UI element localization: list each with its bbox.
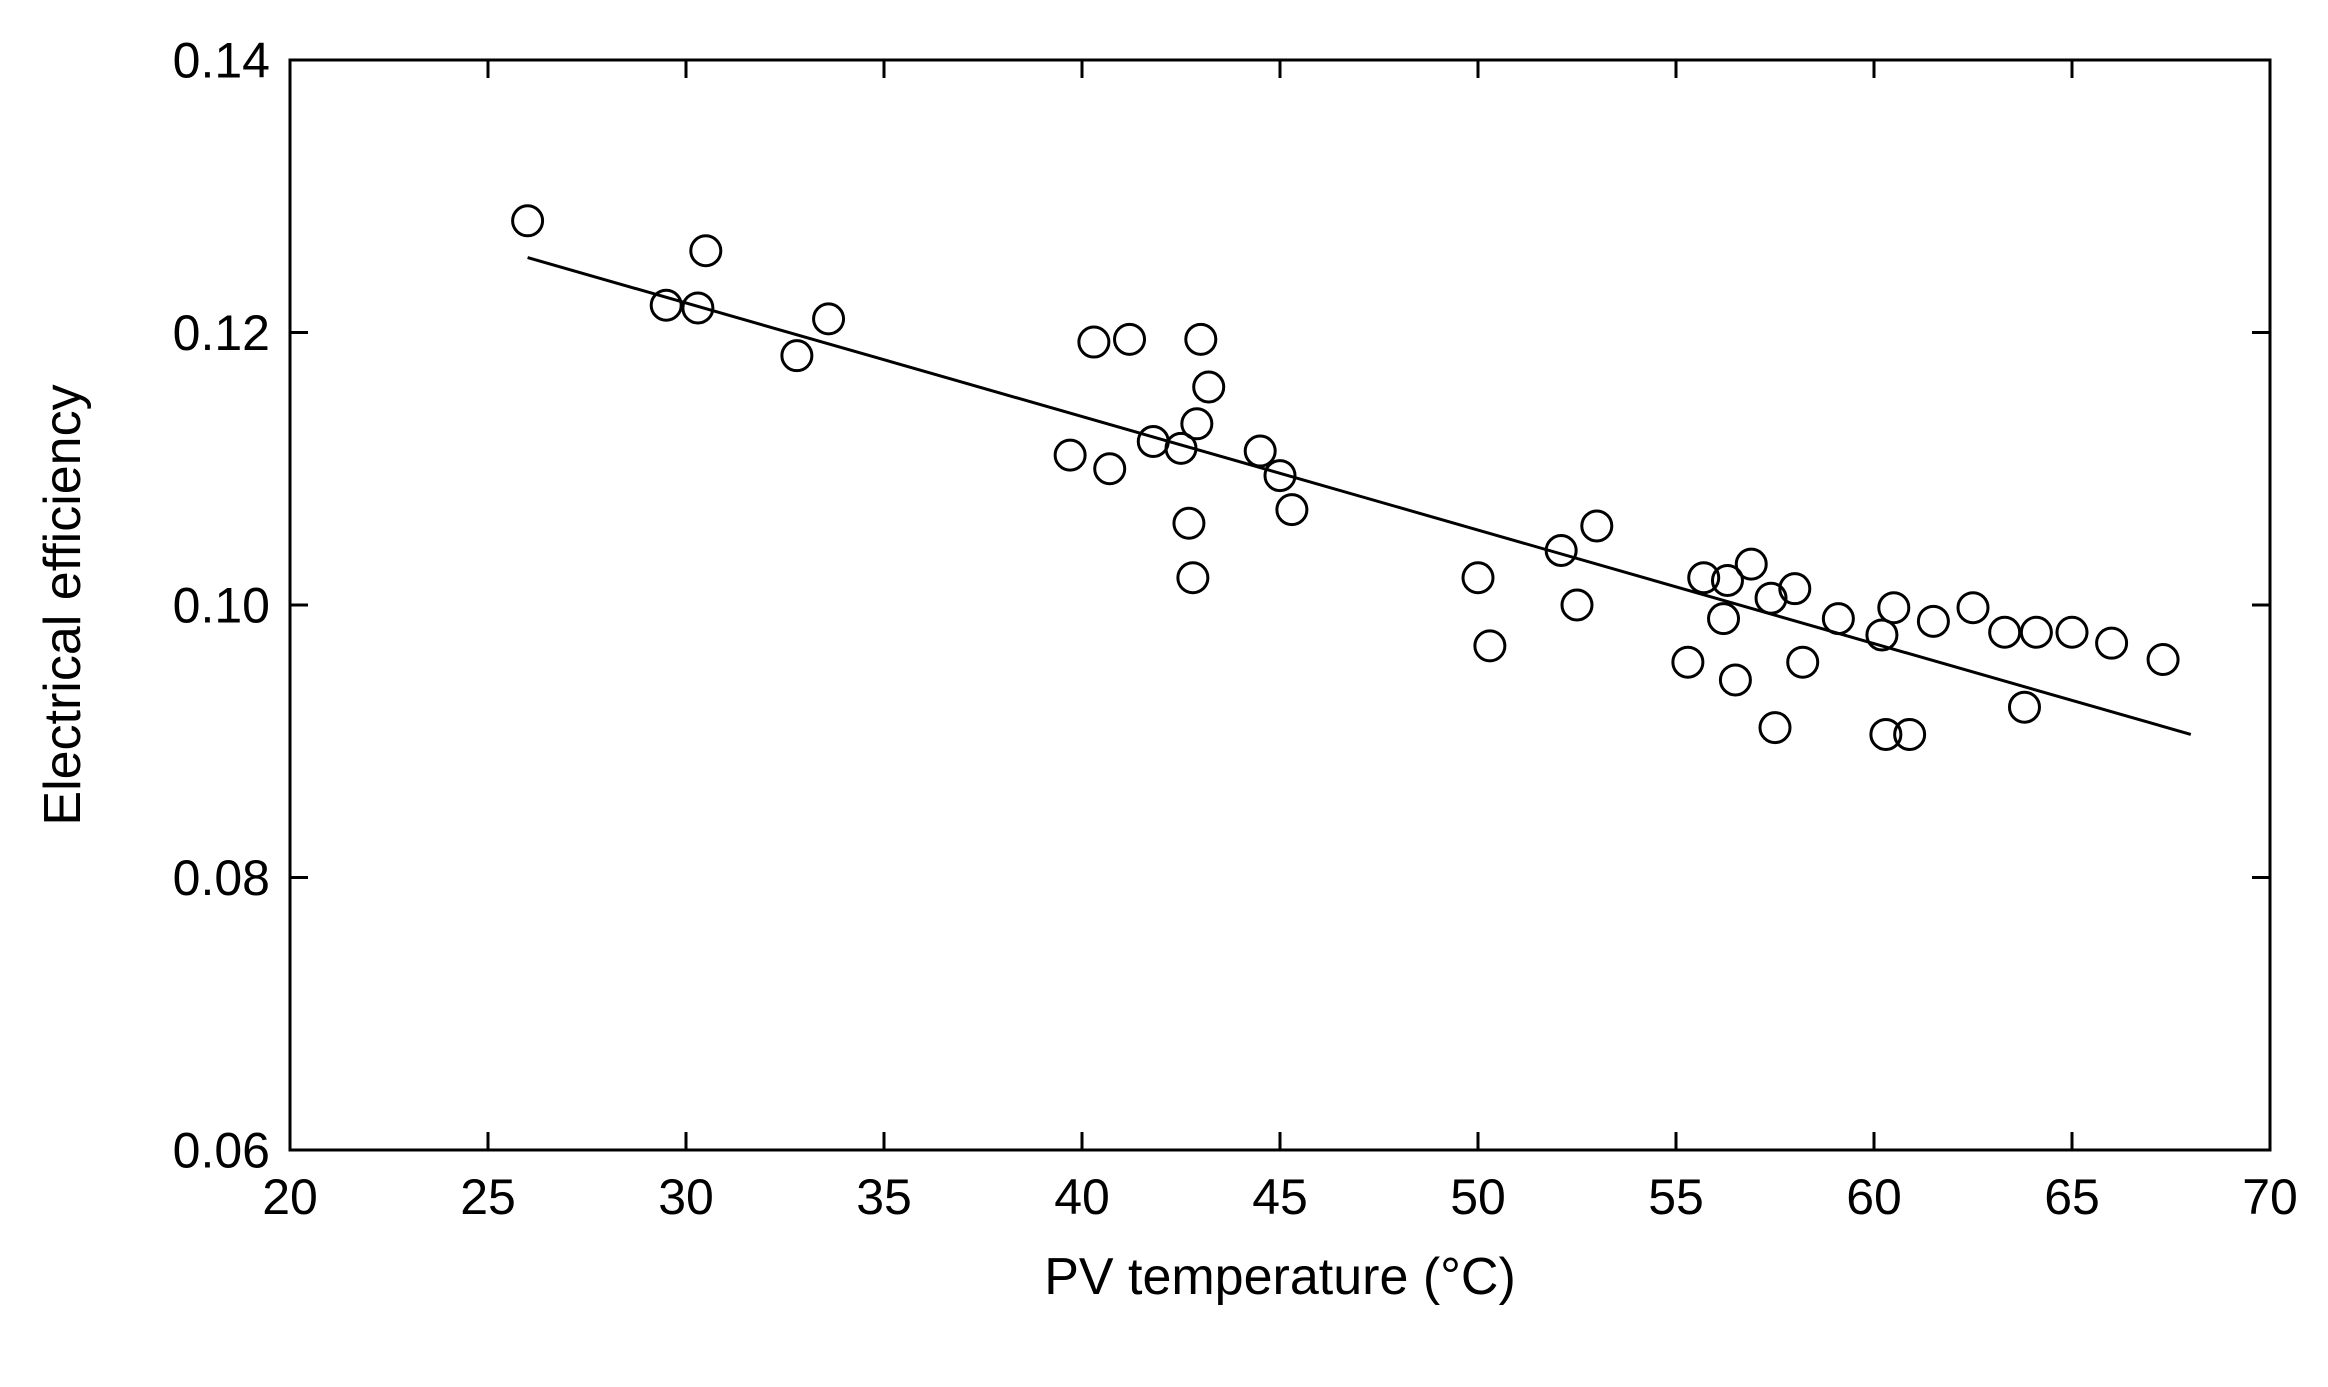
data-point [782, 341, 812, 371]
y-tick-label: 0.10 [173, 578, 270, 634]
data-point [1277, 495, 1307, 525]
data-point [1709, 604, 1739, 634]
data-point [1990, 617, 2020, 647]
data-point [1194, 372, 1224, 402]
data-point [814, 304, 844, 334]
y-tick-label: 0.06 [173, 1123, 270, 1179]
data-point [1582, 511, 1612, 541]
data-point [1079, 327, 1109, 357]
y-tick-label: 0.14 [173, 33, 270, 89]
data-point [1673, 647, 1703, 677]
x-tick-label: 40 [1054, 1169, 1110, 1225]
data-point [1879, 593, 1909, 623]
x-tick-label: 50 [1450, 1169, 1506, 1225]
x-tick-label: 70 [2242, 1169, 2298, 1225]
y-tick-label: 0.12 [173, 305, 270, 361]
data-point [1475, 631, 1505, 661]
data-point [1055, 440, 1085, 470]
data-point [1958, 593, 1988, 623]
data-point [1463, 563, 1493, 593]
data-point [1562, 590, 1592, 620]
x-tick-label: 55 [1648, 1169, 1704, 1225]
x-tick-label: 60 [1846, 1169, 1902, 1225]
data-point [2097, 628, 2127, 658]
data-point [1115, 324, 1145, 354]
data-point [691, 236, 721, 266]
data-point [1174, 508, 1204, 538]
data-point [1918, 606, 1948, 636]
x-tick-label: 25 [460, 1169, 516, 1225]
scatter-chart: 20 25 30 35 40 45 50 55 60 65 70 0.06 0.08 0.10 0.12 0.… [0, 0, 2328, 1387]
data-point [513, 206, 543, 236]
data-point [2148, 645, 2178, 675]
data-point [1178, 563, 1208, 593]
data-point [1182, 409, 1212, 439]
trend-line [528, 258, 2191, 735]
x-tick-label: 35 [856, 1169, 912, 1225]
x-tick-label: 65 [2044, 1169, 2100, 1225]
data-point [1823, 604, 1853, 634]
x-tick-label: 20 [262, 1169, 318, 1225]
data-point [2021, 617, 2051, 647]
data-point [1720, 665, 1750, 695]
data-point [2057, 617, 2087, 647]
data-point [1186, 324, 1216, 354]
data-point [651, 290, 681, 320]
x-tick-label: 30 [658, 1169, 714, 1225]
x-tick-label: 45 [1252, 1169, 1308, 1225]
data-point [2009, 692, 2039, 722]
data-point [1760, 713, 1790, 743]
chart-svg: 20 25 30 35 40 45 50 55 60 65 70 0.06 0.08 0.10 0.12 0.… [0, 0, 2328, 1387]
data-point [1736, 549, 1766, 579]
data-point [1095, 454, 1125, 484]
x-axis-label: PV temperature (°C) [1044, 1248, 1516, 1306]
axis-box [290, 60, 2270, 1150]
data-point [1895, 719, 1925, 749]
data-point [1788, 647, 1818, 677]
y-axis-label: Electrical efficiency [34, 384, 92, 825]
y-tick-label: 0.08 [173, 850, 270, 906]
data-point [1871, 719, 1901, 749]
data-point [1245, 436, 1275, 466]
